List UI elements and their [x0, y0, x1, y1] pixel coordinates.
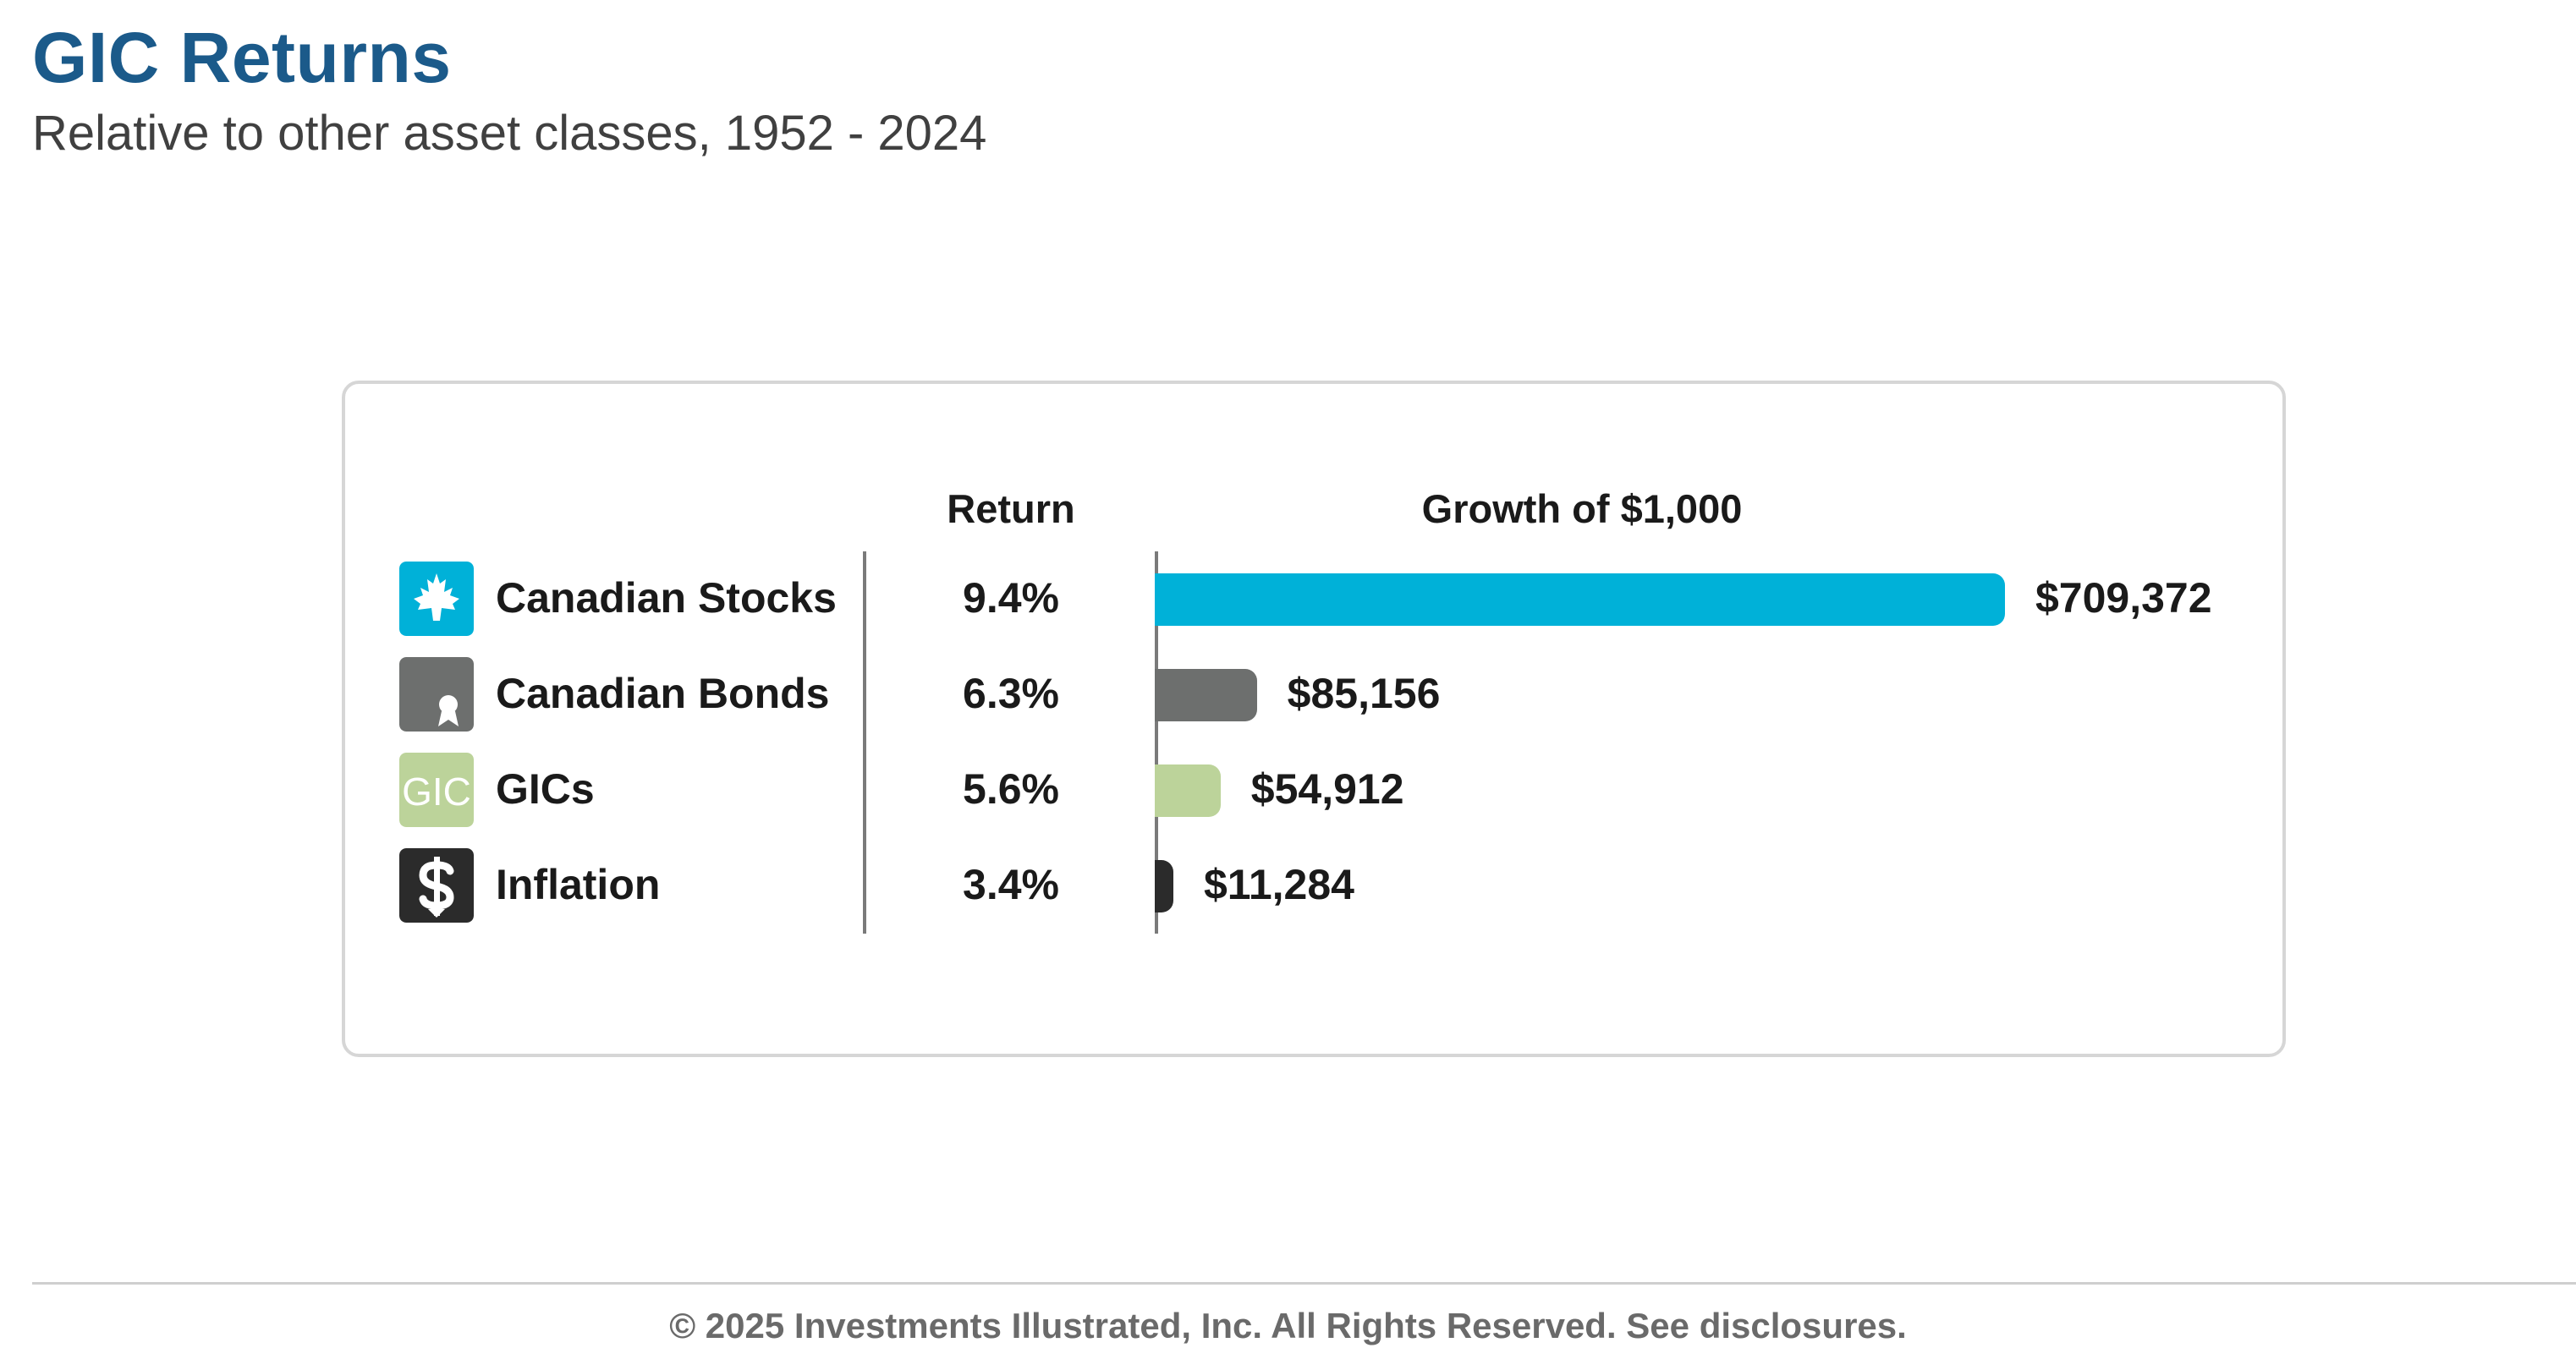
- gic-text-icon: GIC: [399, 753, 474, 827]
- category-label: Canadian Bonds: [496, 670, 830, 717]
- bar-gics: [1155, 764, 1221, 817]
- return-value: 9.4%: [963, 574, 1059, 622]
- chart-panel: [342, 381, 2286, 1057]
- bar-canadian-stocks: [1155, 573, 2005, 626]
- category-label: Canadian Stocks: [496, 574, 837, 622]
- bar-inflation: [1155, 860, 1173, 912]
- chart-row-inflation: Inflation 3.4% $11,284: [0, 848, 2576, 924]
- return-column-header: Return: [947, 486, 1075, 531]
- chart-row-canadian-bonds: Canadian Bonds 6.3% $85,156: [0, 657, 2576, 733]
- footer-divider: [32, 1282, 2576, 1285]
- page-subtitle: Relative to other asset classes, 1952 - …: [32, 106, 987, 161]
- bar-value-label: $85,156: [1287, 670, 1441, 717]
- dollar-sign-icon: [399, 848, 474, 923]
- chart-baseline-axis: [1155, 551, 1158, 934]
- growth-column-header: Growth of $1,000: [1421, 486, 1743, 531]
- column-divider-return: [863, 551, 866, 934]
- page-title: GIC Returns: [32, 18, 452, 97]
- bar-value-label: $11,284: [1204, 861, 1354, 908]
- return-value: 5.6%: [963, 765, 1059, 813]
- category-label: GICs: [496, 765, 595, 813]
- chart-row-gics: GIC GICs 5.6% $54,912: [0, 753, 2576, 829]
- maple-leaf-icon: [399, 562, 474, 636]
- return-value: 3.4%: [963, 861, 1059, 908]
- copyright-footer: © 2025 Investments Illustrated, Inc. All…: [669, 1306, 1907, 1345]
- bar-value-label: $709,372: [2035, 574, 2212, 622]
- chart-row-canadian-stocks: Canadian Stocks 9.4% $709,372: [0, 562, 2576, 638]
- return-value: 6.3%: [963, 670, 1059, 717]
- bond-certificate-icon: [399, 657, 474, 732]
- category-label: Inflation: [496, 861, 661, 908]
- bar-canadian-bonds: [1155, 669, 1257, 721]
- gic-icon-text: GIC: [402, 770, 471, 814]
- bar-value-label: $54,912: [1250, 765, 1404, 813]
